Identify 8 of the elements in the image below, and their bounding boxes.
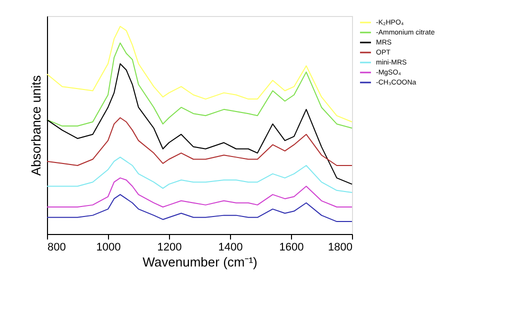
- x-tick-label: 1200: [157, 242, 182, 254]
- y-axis-title: Absorbance units: [28, 74, 44, 176]
- x-tick-label: 1400: [218, 242, 243, 254]
- x-tick-label: 1600: [279, 242, 304, 254]
- x-axis-title: Wavenumber (cm⁻¹): [142, 254, 258, 270]
- x-tick-label: 1800: [328, 242, 352, 254]
- x-tick-label: 1000: [96, 242, 121, 254]
- x-tick-label: 800: [48, 242, 66, 254]
